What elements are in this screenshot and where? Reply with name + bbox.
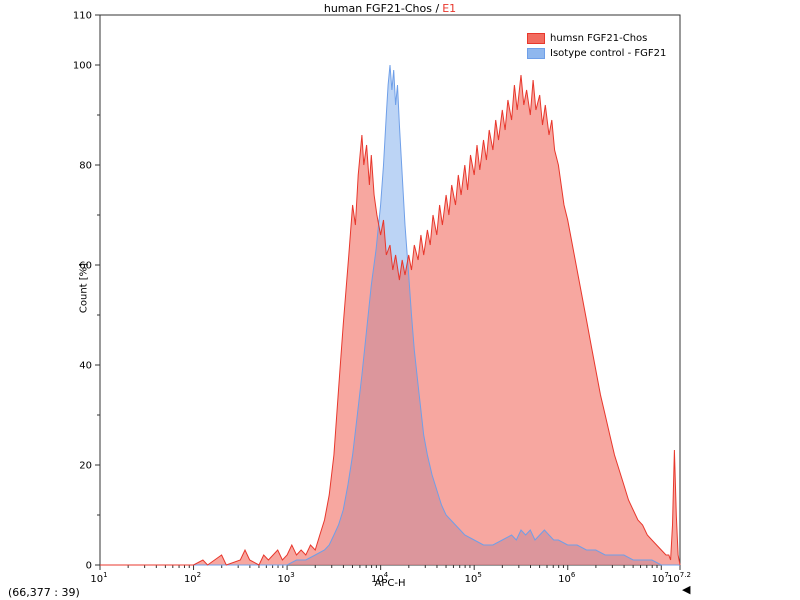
legend-label-isotype: Isotype control - FGF21 xyxy=(550,48,667,59)
left-triangle-icon[interactable]: ◀ xyxy=(682,583,691,596)
legend-swatch-red xyxy=(527,33,545,44)
svg-text:20: 20 xyxy=(79,461,92,472)
svg-text:100: 100 xyxy=(73,61,92,72)
legend: humsn FGF21-Chos Isotype control - FGF21 xyxy=(527,31,666,61)
legend-swatch-blue xyxy=(527,48,545,59)
x-axis-label: APC-H xyxy=(374,578,406,589)
svg-text:0: 0 xyxy=(86,561,92,572)
y-axis-label: Count [%] xyxy=(78,262,90,314)
svg-text:40: 40 xyxy=(79,361,92,372)
cursor-coordinates: (66,377 : 39) xyxy=(8,586,80,599)
chart-title-sample: E1 xyxy=(442,2,457,15)
chart-title-main: human FGF21-Chos / xyxy=(323,2,440,15)
svg-text:80: 80 xyxy=(79,161,92,172)
svg-text:60: 60 xyxy=(79,261,92,272)
legend-item-sample: humsn FGF21-Chos xyxy=(527,31,666,46)
legend-item-isotype: Isotype control - FGF21 xyxy=(527,46,666,61)
svg-text:110: 110 xyxy=(73,11,92,22)
chart-title: human FGF21-Chos / E1 xyxy=(100,2,680,15)
legend-label-sample: humsn FGF21-Chos xyxy=(550,33,648,44)
